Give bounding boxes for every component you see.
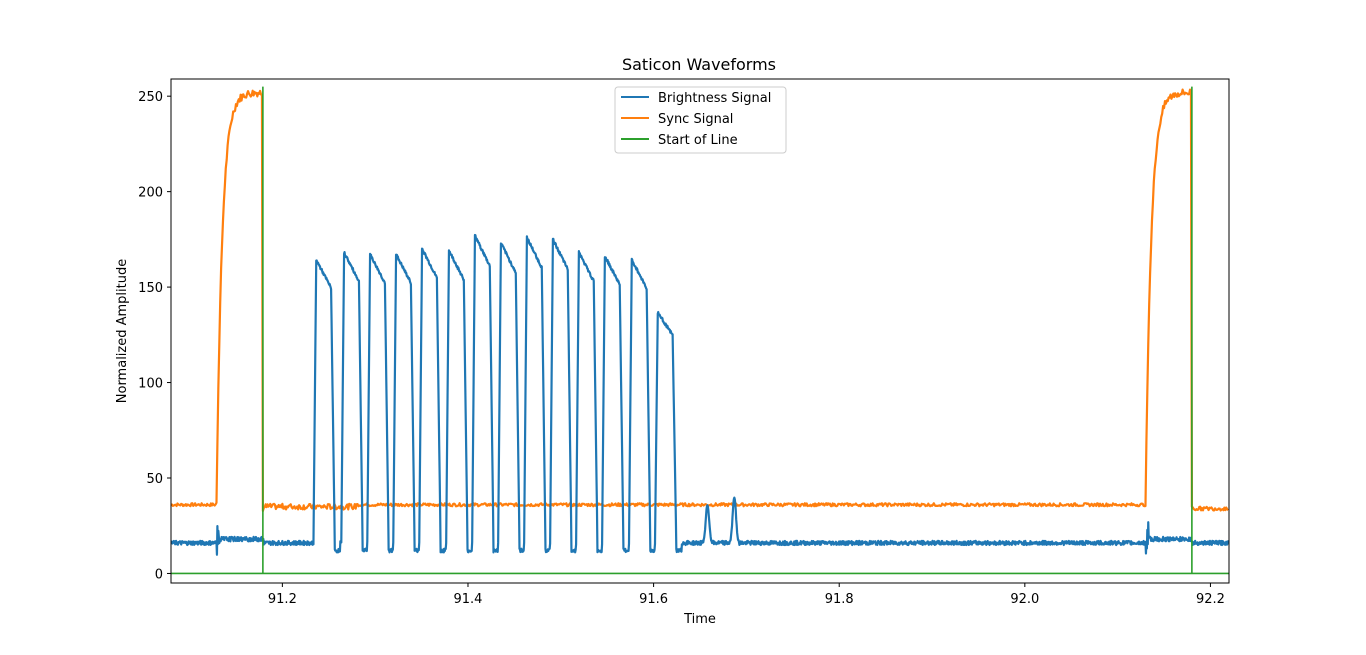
x-tick-label: 92.0 <box>1010 592 1039 607</box>
x-tick-label: 91.6 <box>639 592 668 607</box>
y-axis: 0 50 100 150 200 250 <box>138 90 171 582</box>
brightness-signal-line <box>171 233 1229 556</box>
x-tick-label: 91.8 <box>825 592 854 607</box>
y-tick-label: 100 <box>138 377 163 392</box>
x-tick-label: 92.2 <box>1196 592 1225 607</box>
y-axis-label: Normalized Amplitude <box>115 259 130 403</box>
y-tick-label: 200 <box>138 186 163 201</box>
legend-entry: Start of Line <box>658 133 738 148</box>
series-layer <box>171 86 1229 575</box>
legend-entry: Sync Signal <box>658 112 733 127</box>
plot-frame <box>170 78 1230 584</box>
x-tick-label: 91.4 <box>454 592 483 607</box>
x-axis: 91.2 91.4 91.6 91.8 92.0 92.2 <box>268 583 1225 607</box>
x-tick-label: 91.2 <box>268 592 297 607</box>
legend-box <box>614 86 787 154</box>
y-tick-label: 250 <box>138 90 163 105</box>
y-tick-label: 150 <box>138 281 163 296</box>
x-axis-label: Time <box>683 612 716 627</box>
sync-signal-line <box>171 88 1229 513</box>
legend: Brightness Signal Sync Signal Start of Lin… <box>614 86 787 154</box>
chart-title: Saticon Waveforms <box>622 55 776 74</box>
legend-entry: Brightness Signal <box>658 91 771 106</box>
y-tick-label: 50 <box>146 472 163 487</box>
start-of-line-line <box>171 86 1229 575</box>
y-tick-label: 0 <box>155 567 163 582</box>
